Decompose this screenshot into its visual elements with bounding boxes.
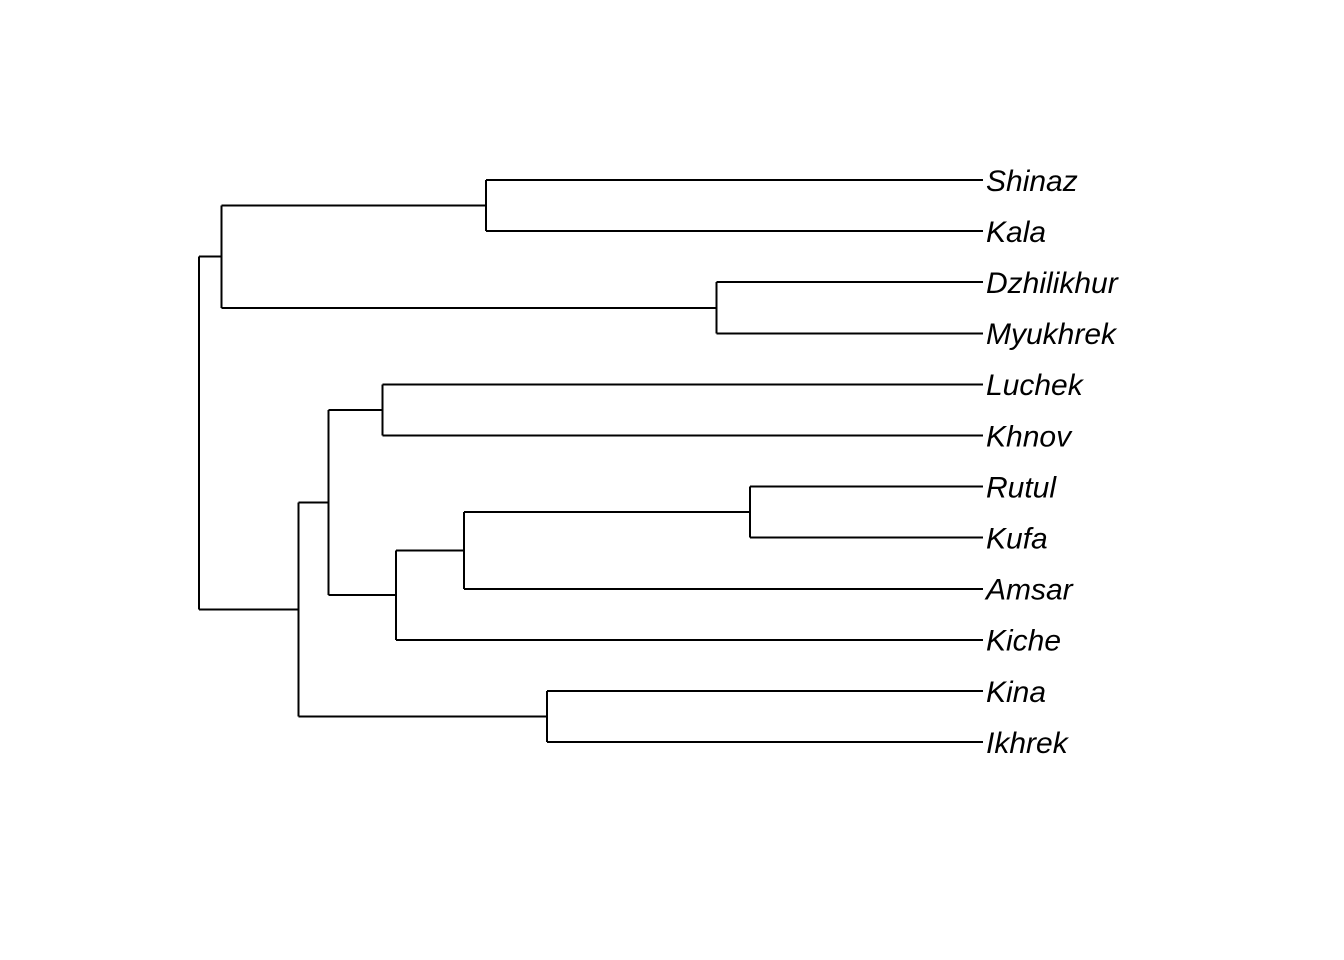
tip-label-dzhilikhur: Dzhilikhur — [986, 267, 1119, 300]
tip-label-myukhrek: Myukhrek — [986, 318, 1118, 351]
tip-label-khnov: Khnov — [986, 420, 1073, 453]
dendrogram-tip-labels: Shinaz Kala Dzhilikhur Myukhrek Luchek Khnov R… — [984, 165, 1119, 760]
tip-label-kiche: Kiche — [986, 625, 1061, 658]
tip-label-ikhrek: Ikhrek — [986, 727, 1070, 760]
tip-label-shinaz: Shinaz — [986, 165, 1078, 198]
dendrogram-branches — [198, 179, 983, 744]
tip-label-kala: Kala — [986, 216, 1046, 249]
tip-label-rutul: Rutul — [986, 471, 1057, 504]
tip-label-luchek: Luchek — [986, 369, 1085, 402]
tip-label-kufa: Kufa — [986, 523, 1048, 556]
tip-label-kina: Kina — [986, 676, 1046, 709]
tip-label-amsar: Amsar — [984, 574, 1074, 607]
